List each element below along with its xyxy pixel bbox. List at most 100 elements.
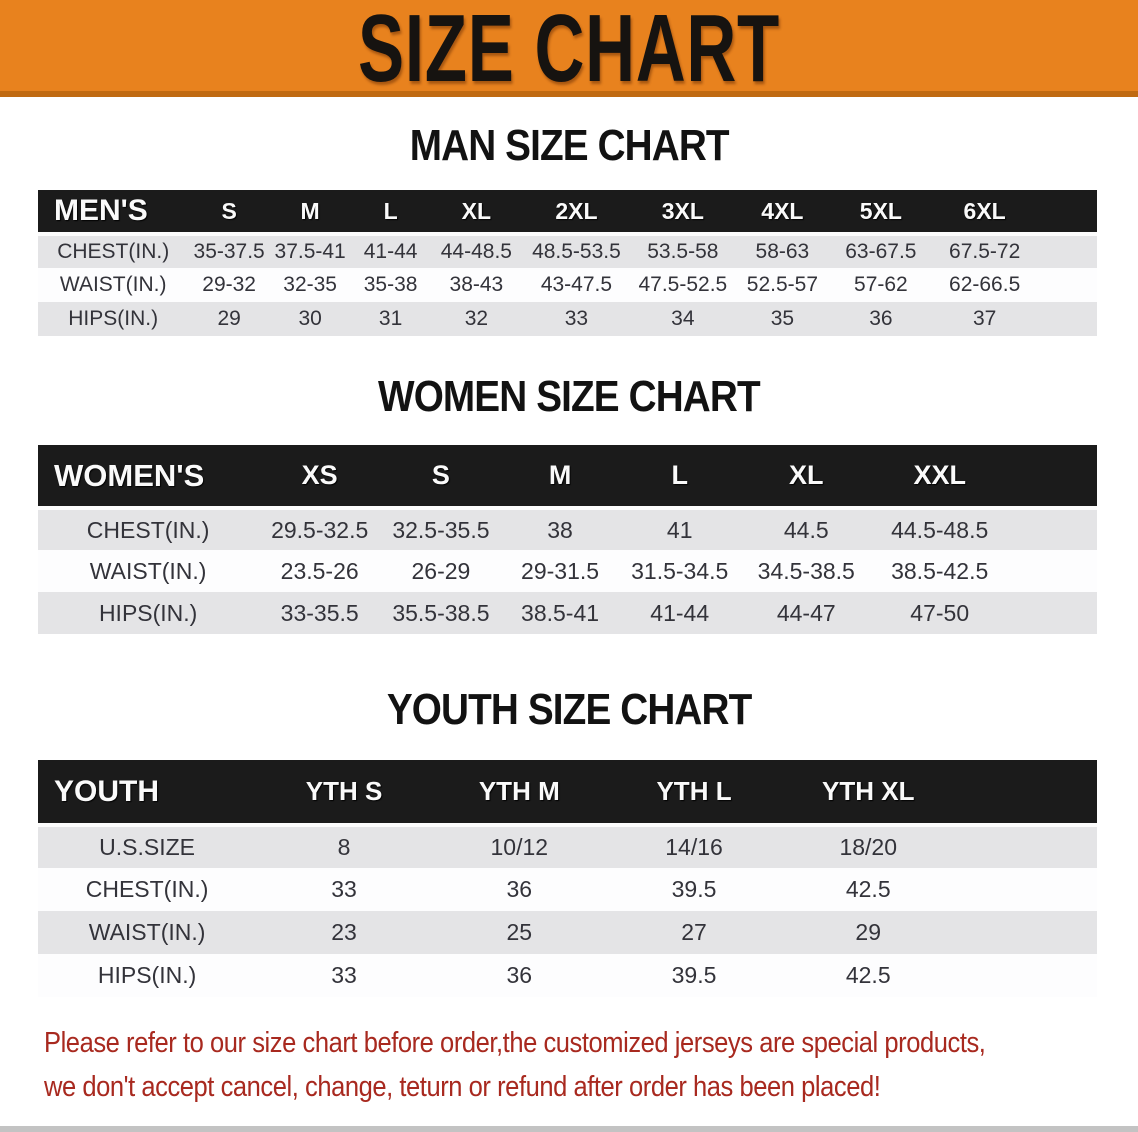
measurement-row: U.S.SIZE 8 10/12 14/16 18/20: [38, 825, 1097, 868]
measurement-value: 67.5-72: [931, 234, 1038, 268]
spacer-cell: [1037, 302, 1097, 336]
measurement-label: U.S.SIZE: [38, 825, 257, 868]
table-title-cell: YOUTH: [38, 760, 257, 827]
measurement-value: 26-29: [381, 550, 501, 592]
spacer-cell: [955, 825, 1097, 868]
measurement-value: 41: [619, 508, 741, 550]
measurement-value: 29: [781, 911, 956, 954]
measurement-label: HIPS(IN.): [38, 302, 189, 336]
size-column-header: XXL: [872, 445, 1007, 510]
measurement-row: HIPS(IN.) 33 36 39.5 42.5: [38, 954, 1097, 997]
table-title-cell: WOMEN'S: [38, 445, 259, 510]
measurement-value: 33: [521, 302, 631, 336]
spacer-cell: [1037, 268, 1097, 302]
measurement-value: 32: [430, 302, 522, 336]
measurement-value: 36: [431, 954, 607, 997]
measurement-value: 62-66.5: [931, 268, 1038, 302]
measurement-value: 38: [500, 508, 620, 550]
measurement-value: 44-47: [740, 592, 873, 634]
measurement-value: 8: [256, 825, 432, 868]
size-column-header: 5XL: [830, 190, 932, 236]
size-column-header: M: [500, 445, 620, 510]
men-size-table: MEN'S S M L XL 2XL 3XL 4XL 5XL 6XL CHEST(IN.) 35-37…: [38, 190, 1097, 336]
spacer-cell: [1006, 445, 1097, 510]
spacer-cell: [1006, 592, 1097, 634]
measurement-value: 34: [630, 302, 735, 336]
size-column-header: L: [619, 445, 741, 510]
table-header-row: YOUTH YTH S YTH M YTH L YTH XL: [38, 760, 1097, 827]
men-section-heading: MAN SIZE CHART: [0, 122, 1138, 170]
measurement-value: 52.5-57: [734, 268, 831, 302]
measurement-value: 35-37.5: [188, 234, 270, 268]
measurement-row: CHEST(IN.) 33 36 39.5 42.5: [38, 868, 1097, 911]
disclaimer-line-2: we don't accept cancel, change, teturn o…: [44, 1071, 881, 1103]
measurement-value: 44-48.5: [430, 234, 522, 268]
measurement-value: 10/12: [431, 825, 607, 868]
measurement-value: 39.5: [606, 954, 782, 997]
spacer-cell: [1037, 234, 1097, 268]
measurement-value: 36: [830, 302, 932, 336]
measurement-value: 38.5-41: [500, 592, 620, 634]
size-column-header: S: [381, 445, 501, 510]
measurement-value: 38-43: [430, 268, 522, 302]
measurement-value: 34.5-38.5: [740, 550, 873, 592]
measurement-value: 63-67.5: [830, 234, 932, 268]
measurement-value: 35.5-38.5: [381, 592, 501, 634]
measurement-value: 37: [931, 302, 1038, 336]
measurement-value: 39.5: [606, 868, 782, 911]
spacer-cell: [955, 760, 1097, 827]
measurement-row: CHEST(IN.) 35-37.5 37.5-41 41-44 44-48.5 48.5…: [38, 234, 1097, 268]
measurement-row: WAIST(IN.) 29-32 32-35 35-38 38-43 43-47.5 47.…: [38, 268, 1097, 302]
measurement-value: 29-31.5: [500, 550, 620, 592]
measurement-value: 57-62: [830, 268, 932, 302]
measurement-value: 29: [188, 302, 270, 336]
measurement-value: 33-35.5: [258, 592, 382, 634]
measurement-value: 41-44: [619, 592, 741, 634]
size-column-header: L: [350, 190, 431, 236]
measurement-value: 27: [606, 911, 782, 954]
measurement-row: HIPS(IN.) 29 30 31 32 33 34 35 36 37: [38, 302, 1097, 336]
size-column-header: XL: [740, 445, 873, 510]
size-chart-banner: SIZE CHART: [0, 0, 1138, 97]
measurement-value: 48.5-53.5: [521, 234, 631, 268]
size-column-header: YTH L: [606, 760, 782, 827]
size-column-header: 4XL: [734, 190, 831, 236]
banner-title: SIZE CHART: [358, 0, 780, 102]
measurement-label: HIPS(IN.): [38, 954, 257, 997]
youth-section-heading-text: YOUTH SIZE CHART: [386, 685, 752, 734]
women-section-heading: WOMEN SIZE CHART: [0, 373, 1138, 421]
disclaimer-line-1: Please refer to our size chart before or…: [44, 1027, 986, 1059]
size-column-header: 2XL: [521, 190, 631, 236]
youth-size-table: YOUTH YTH S YTH M YTH L YTH XL U.S.SIZE 8 10/12…: [38, 760, 1097, 997]
size-column-header: YTH S: [256, 760, 432, 827]
measurement-value: 53.5-58: [630, 234, 735, 268]
spacer-cell: [1006, 550, 1097, 592]
measurement-value: 14/16: [606, 825, 782, 868]
table-header-row: MEN'S S M L XL 2XL 3XL 4XL 5XL 6XL: [38, 190, 1097, 236]
size-column-header: XL: [430, 190, 522, 236]
measurement-value: 18/20: [781, 825, 956, 868]
measurement-value: 36: [431, 868, 607, 911]
measurement-value: 31.5-34.5: [619, 550, 741, 592]
bottom-edge-strip: [0, 1126, 1138, 1132]
spacer-cell: [955, 954, 1097, 997]
measurement-value: 33: [256, 954, 432, 997]
measurement-value: 32-35: [269, 268, 351, 302]
measurement-value: 23.5-26: [258, 550, 382, 592]
measurement-value: 32.5-35.5: [381, 508, 501, 550]
size-column-header: M: [269, 190, 351, 236]
measurement-row: WAIST(IN.) 23.5-26 26-29 29-31.5 31.5-34.5 34…: [38, 550, 1097, 592]
measurement-label: WAIST(IN.): [38, 911, 257, 954]
measurement-value: 35: [734, 302, 831, 336]
measurement-value: 47-50: [872, 592, 1007, 634]
women-size-table: WOMEN'S XS S M L XL XXL CHEST(IN.) 29.5-32.5 32.5…: [38, 445, 1097, 634]
spacer-cell: [1006, 508, 1097, 550]
women-section-heading-text: WOMEN SIZE CHART: [378, 372, 761, 421]
spacer-cell: [1037, 190, 1097, 236]
spacer-cell: [955, 911, 1097, 954]
disclaimer: Please refer to our size chart before or…: [44, 1021, 1138, 1109]
measurement-label: CHEST(IN.): [38, 508, 259, 550]
measurement-value: 47.5-52.5: [630, 268, 735, 302]
measurement-value: 33: [256, 868, 432, 911]
measurement-label: CHEST(IN.): [38, 868, 257, 911]
